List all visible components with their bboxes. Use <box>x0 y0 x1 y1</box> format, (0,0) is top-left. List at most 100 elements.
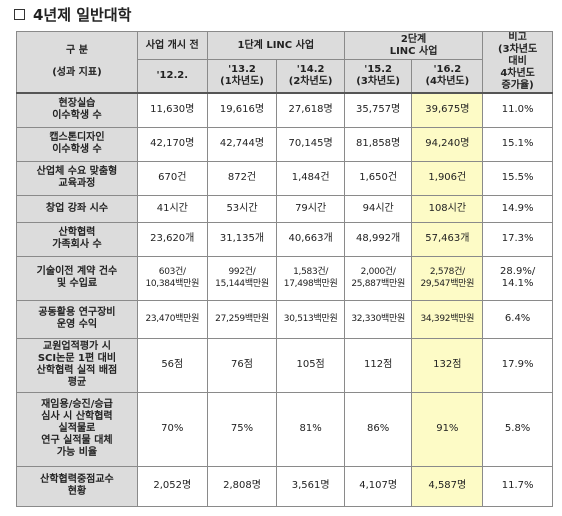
cell-p1b: 81% <box>276 391 345 467</box>
header-p2a-year: '15.2 <box>364 64 393 76</box>
cell-note: 6.4% <box>482 299 553 339</box>
row-label: 캡스톤디자인 이수학생 수 <box>16 126 138 162</box>
cell-note: 5.8% <box>482 391 553 467</box>
cell-note: 17.9% <box>482 337 553 393</box>
cell-pre: 23,620개 <box>136 221 208 257</box>
cell-p1b: 30,513백만원 <box>276 299 345 339</box>
row-label-line: 창업 강좌 시수 <box>45 202 109 214</box>
row-label-line: 가족회사 수 <box>52 239 102 250</box>
cell-note: 15.5% <box>482 160 553 196</box>
row-label-line: SCI논문 1편 대비 <box>37 353 117 364</box>
row-label-line: 산학협력 <box>58 227 96 238</box>
cell-pre: 11,630명 <box>136 92 208 128</box>
row-label: 교원업적평가 시 SCI논문 1편 대비 산학협력 실적 배점 평균 <box>16 337 138 393</box>
row-label-line: 및 수입료 <box>56 278 98 289</box>
cell-pre: 2,052명 <box>136 465 208 507</box>
row-label-line: 산학협력 실적 배점 <box>36 365 118 376</box>
cell-p1a: 992건/ 15,144백만원 <box>206 255 278 301</box>
cell-line: 992건/ <box>228 267 256 277</box>
header-note-line1: 비고 <box>508 32 527 43</box>
cell-p2b: 94,240명 <box>411 126 484 162</box>
row-label-line: 공동활용 연구장비 <box>38 307 116 318</box>
cell-line: 14.1% <box>501 278 534 289</box>
cell-line: 1,583건/ <box>293 267 329 277</box>
row-label: 산학협력 가족회사 수 <box>16 221 138 257</box>
cell-p1b: 79시간 <box>276 194 345 223</box>
cell-p1b: 70,145명 <box>276 126 345 162</box>
cell-note: 15.1% <box>482 126 553 162</box>
cell-line: 2,000건/ <box>360 267 396 277</box>
cell-p1a: 76점 <box>206 337 278 393</box>
row-label-line: 교육과정 <box>58 178 96 189</box>
header-note-line4: 4차년도 <box>500 68 535 79</box>
cell-p2a: 4,107명 <box>343 465 413 507</box>
header-p2a: '15.2 (3차년도) <box>343 59 413 94</box>
row-label-line: 연구 실적물 대체 <box>41 435 113 446</box>
cell-p1a: 53시간 <box>206 194 278 223</box>
cell-p2b: 91% <box>411 391 484 467</box>
row-label-line: 실적물로 <box>58 423 96 434</box>
header-p2b: '16.2 (4차년도) <box>411 59 484 94</box>
header-phase2-line1: 2단계 <box>400 33 427 45</box>
cell-p2a: 32,330백만원 <box>343 299 413 339</box>
table-row: 창업 강좌 시수 41시간 53시간 79시간 94시간 108시간 14.9% <box>16 194 553 223</box>
cell-p1a: 75% <box>206 391 278 467</box>
checkbox-square-icon <box>14 8 25 20</box>
header-category-label: 구 분 <box>66 45 88 56</box>
cell-p1a: 2,808명 <box>206 465 278 507</box>
header-p1a-year: '13.2 <box>228 64 256 76</box>
cell-p2b: 39,675명 <box>411 92 484 128</box>
header-phase2: 2단계 LINC 사업 <box>343 30 484 61</box>
cell-pre: 670건 <box>136 160 208 196</box>
table-row: 산학협력중점교수 현황 2,052명 2,808명 3,561명 4,107명 … <box>16 465 553 507</box>
row-label-line: 기술이전 계약 건수 <box>36 266 118 277</box>
performance-table: 구 분 (성과 지표) 사업 개시 전 1단계 LINC 사업 2단계 LINC… <box>16 30 553 507</box>
row-label-line: 교원업적평가 시 <box>43 341 111 352</box>
header-p1b-sub: (2차년도) <box>288 76 333 88</box>
cell-p2b: 57,463개 <box>411 221 484 257</box>
cell-pre: 23,470백만원 <box>136 299 208 339</box>
header-pre: 사업 개시 전 <box>136 30 208 61</box>
cell-p2b: 132점 <box>411 337 484 393</box>
row-label-line: 산학협력중점교수 <box>40 474 114 485</box>
cell-line: 28.9%/ <box>500 266 536 277</box>
cell-p2a: 86% <box>343 391 413 467</box>
cell-p1b: 40,663개 <box>276 221 345 257</box>
cell-p2a: 2,000건/ 25,887백만원 <box>343 255 413 301</box>
row-label: 기술이전 계약 건수 및 수입료 <box>16 255 138 301</box>
cell-line: 29,547백만원 <box>420 279 475 289</box>
cell-p1b: 3,561명 <box>276 465 345 507</box>
header-note-line5: 증가율) <box>501 80 534 91</box>
cell-line: 2,578건/ <box>429 267 465 277</box>
row-label: 창업 강좌 시수 <box>16 194 138 223</box>
cell-p2b: 4,587명 <box>411 465 484 507</box>
row-label-line: 캡스톤디자인 <box>49 132 105 143</box>
row-label: 산학협력중점교수 현황 <box>16 465 138 507</box>
cell-line: 25,887백만원 <box>351 279 405 289</box>
cell-p2b: 34,392백만원 <box>411 299 484 339</box>
cell-p1a: 27,259백만원 <box>206 299 278 339</box>
header-p1b-year: '14.2 <box>296 64 325 76</box>
cell-note: 28.9%/ 14.1% <box>482 255 553 301</box>
row-label: 현장실습 이수학생 수 <box>16 92 138 128</box>
header-phase1: 1단계 LINC 사업 <box>206 30 345 61</box>
cell-pre: 41시간 <box>136 194 208 223</box>
cell-note: 11.0% <box>482 92 553 128</box>
cell-p1a: 19,616명 <box>206 92 278 128</box>
cell-line: 603건/ <box>158 267 186 277</box>
cell-pre: 70% <box>136 391 208 467</box>
row-label-line: 현장실습 <box>58 98 96 110</box>
header-p2a-sub: (3차년도) <box>356 76 400 88</box>
cell-p1a: 31,135개 <box>206 221 278 257</box>
row-label-line: 현황 <box>67 486 87 497</box>
cell-note: 14.9% <box>482 194 553 223</box>
cell-pre: 42,170명 <box>136 126 208 162</box>
table-row: 산업체 수요 맞춤형 교육과정 670건 872건 1,484건 1,650건 … <box>16 160 553 196</box>
row-label: 공동활용 연구장비 운영 수익 <box>16 299 138 339</box>
cell-p2a: 1,650건 <box>343 160 413 196</box>
cell-p2a: 35,757명 <box>343 92 413 128</box>
header-category-sub: (성과 지표) <box>52 67 102 78</box>
header-note-line2: (3차년도 <box>498 44 538 55</box>
cell-pre: 603건/ 10,384백만원 <box>136 255 208 301</box>
cell-p1b: 27,618명 <box>276 92 345 128</box>
